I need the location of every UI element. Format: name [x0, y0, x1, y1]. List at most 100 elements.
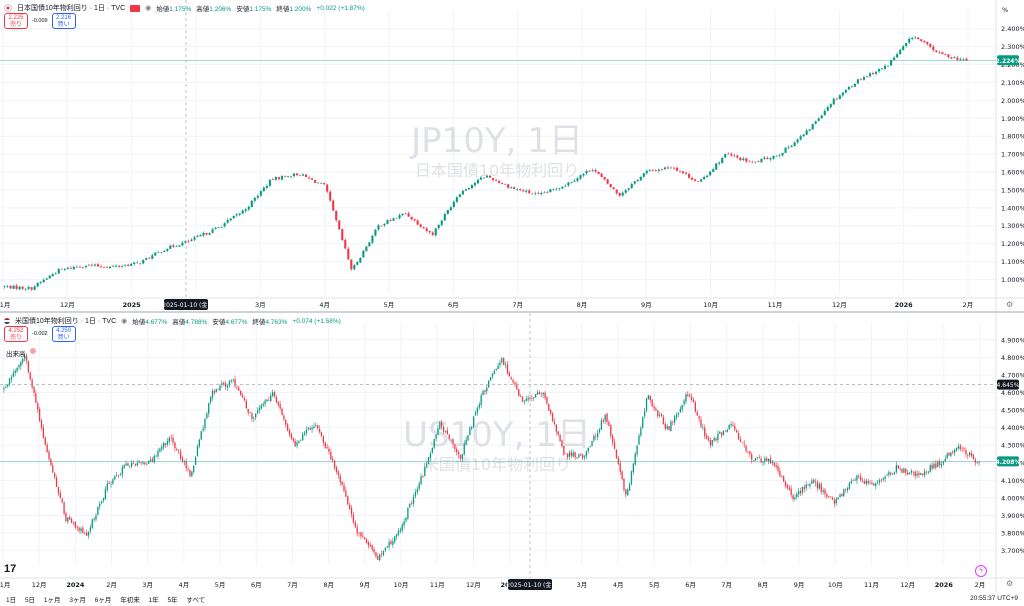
pane-separator[interactable] [0, 311, 1024, 313]
timeframe-1m[interactable]: 1ヶ月 [43, 597, 61, 604]
sell-button[interactable]: 2.225 売り [4, 13, 28, 29]
candle [811, 123, 814, 130]
candle-body [193, 237, 196, 240]
candle-body [773, 462, 775, 466]
settings-gear-icon[interactable]: ⚙ [1006, 300, 1014, 309]
candle-body [935, 50, 938, 52]
candle-body [467, 187, 470, 190]
candle-body [236, 386, 238, 388]
timeframe-1d[interactable]: 1日 [6, 597, 17, 604]
candle [957, 443, 960, 451]
candle-body [350, 259, 353, 270]
candle-body [608, 421, 610, 426]
candle-body [292, 438, 294, 441]
candle-body [844, 89, 847, 93]
candle [193, 235, 196, 242]
buy-button[interactable]: 4.250 買い [51, 326, 76, 342]
candle [531, 394, 533, 402]
candle [271, 177, 274, 181]
candle-body [965, 449, 967, 455]
candle-body [781, 152, 784, 156]
candle-body [920, 39, 923, 42]
buy-button[interactable]: 2.216 買い [51, 13, 76, 29]
candle-body [44, 437, 46, 445]
volume-label[interactable]: 出来高 [6, 351, 26, 358]
eye-icon[interactable]: ◉ [121, 318, 128, 325]
candle-body [273, 392, 276, 397]
candle [944, 455, 946, 463]
timeframe-5y[interactable]: 5年 [167, 597, 178, 604]
candle [96, 262, 100, 268]
candle-body [657, 169, 660, 171]
y-tick-label: 1.200% [1001, 240, 1024, 248]
timeframe-ytd[interactable]: 年初来 [120, 597, 140, 604]
candle-body [636, 445, 638, 455]
candle [426, 461, 428, 469]
candle-body [244, 209, 247, 211]
candle-body [42, 279, 45, 282]
candle [374, 229, 377, 237]
symbol-title[interactable]: 米国債10年物利回り · 1日 · TVC [15, 318, 117, 325]
candle [206, 411, 208, 420]
pane-jp10y[interactable]: 1.000% 1.100% 1.200% 1.300% 1.400% 1.500% 1.60… [0, 0, 1024, 312]
candle-body [961, 448, 963, 450]
candle-body [675, 414, 678, 418]
pane-us10y[interactable]: 3.700%3.800%3.900%4.000%4.100%4.200%4.30… [0, 313, 1024, 592]
candle-body [793, 142, 796, 147]
clock[interactable]: 20:55:37 UTC+9 [970, 595, 1018, 602]
candle-body [499, 362, 501, 366]
candle-body [247, 408, 249, 413]
candle [642, 416, 644, 429]
tradingview-logo-icon[interactable]: 17 [4, 563, 17, 575]
candle-body [640, 427, 642, 436]
candle [124, 264, 127, 268]
candle [969, 451, 971, 458]
candle-body [449, 207, 452, 211]
volume-marker-icon[interactable] [30, 348, 36, 354]
timeframe-all[interactable]: すべて [186, 597, 206, 604]
candle-body [178, 450, 180, 451]
candle-body [817, 118, 820, 121]
candle-body [871, 73, 875, 75]
candle-body [766, 157, 769, 160]
timeframe-3m[interactable]: 3ヶ月 [69, 597, 86, 604]
candle [217, 226, 220, 229]
lightning-icon[interactable]: ϟ [975, 565, 987, 577]
candle [405, 516, 407, 524]
candle-body [476, 179, 480, 184]
candle [67, 517, 69, 525]
candle [347, 495, 349, 506]
candle-body [335, 210, 338, 221]
candle-body [501, 183, 504, 184]
timeframe-1y[interactable]: 1年 [148, 597, 159, 604]
x-tick-label: 2月 [975, 581, 986, 589]
candle [947, 54, 950, 59]
candle-body [715, 163, 718, 170]
sell-button[interactable]: 4.252 売り [4, 326, 28, 342]
candle [636, 445, 638, 458]
symbol-title[interactable]: 日本国債10年物利回り · 1日 · TVC [17, 5, 126, 12]
candle [384, 547, 387, 552]
candle [578, 453, 580, 459]
candle [790, 144, 793, 148]
candle [134, 463, 137, 467]
us10y-chart[interactable]: 3.700%3.800%3.900%4.000%4.100%4.200%4.30… [0, 313, 1024, 592]
timeframe-6m[interactable]: 6ヶ月 [94, 597, 112, 604]
candle [328, 445, 330, 455]
candle [255, 413, 257, 421]
candle [221, 380, 223, 388]
candle [431, 231, 434, 236]
eye-icon[interactable]: ◉ [145, 5, 152, 12]
candle-body [544, 392, 546, 398]
timeframe-5d[interactable]: 5日 [24, 597, 36, 604]
settings-gear-icon[interactable]: ⚙ [1006, 579, 1014, 588]
candle [944, 53, 947, 56]
candle-body [689, 395, 691, 397]
candle [491, 373, 494, 380]
candle-body [179, 451, 182, 459]
candle-body [298, 441, 300, 444]
candle-body [757, 161, 760, 162]
candle [634, 451, 636, 466]
candle [172, 243, 175, 248]
jp10y-chart[interactable]: 1.000%1.100%1.200%1.300%1.400%1.500%1.60… [0, 0, 1024, 312]
